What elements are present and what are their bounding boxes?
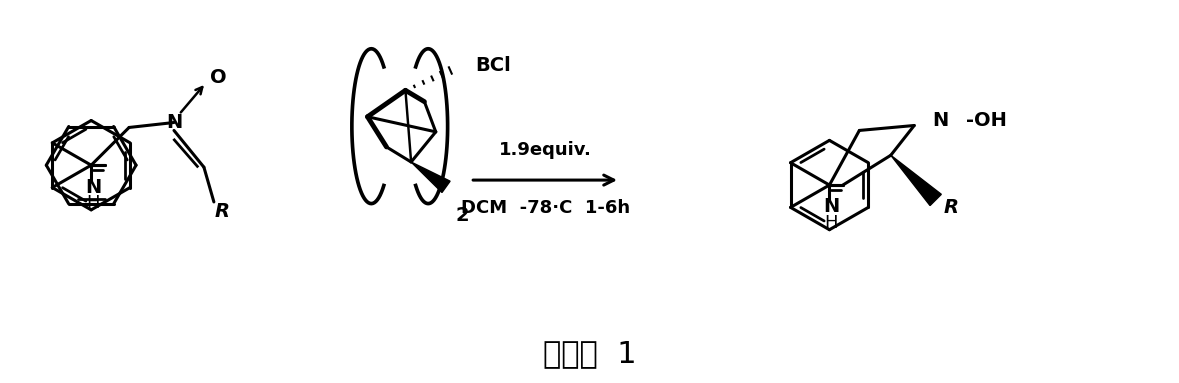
- Text: N: N: [933, 111, 948, 130]
- Text: BCl: BCl: [475, 56, 511, 75]
- Text: R: R: [943, 198, 959, 218]
- Text: 1.9equiv.: 1.9equiv.: [499, 141, 592, 159]
- Text: H: H: [86, 194, 100, 212]
- Text: O: O: [210, 68, 226, 87]
- Polygon shape: [411, 162, 450, 193]
- Text: R: R: [215, 202, 230, 221]
- Text: N: N: [85, 178, 101, 196]
- Text: H: H: [824, 214, 838, 232]
- Polygon shape: [891, 155, 941, 206]
- Text: 反应式  1: 反应式 1: [544, 339, 637, 368]
- Text: N: N: [166, 113, 182, 132]
- Text: 2: 2: [456, 206, 469, 225]
- Text: -OH: -OH: [966, 111, 1007, 130]
- Text: DCM  -78·C  1-6h: DCM -78·C 1-6h: [461, 199, 630, 217]
- Text: N: N: [823, 197, 839, 216]
